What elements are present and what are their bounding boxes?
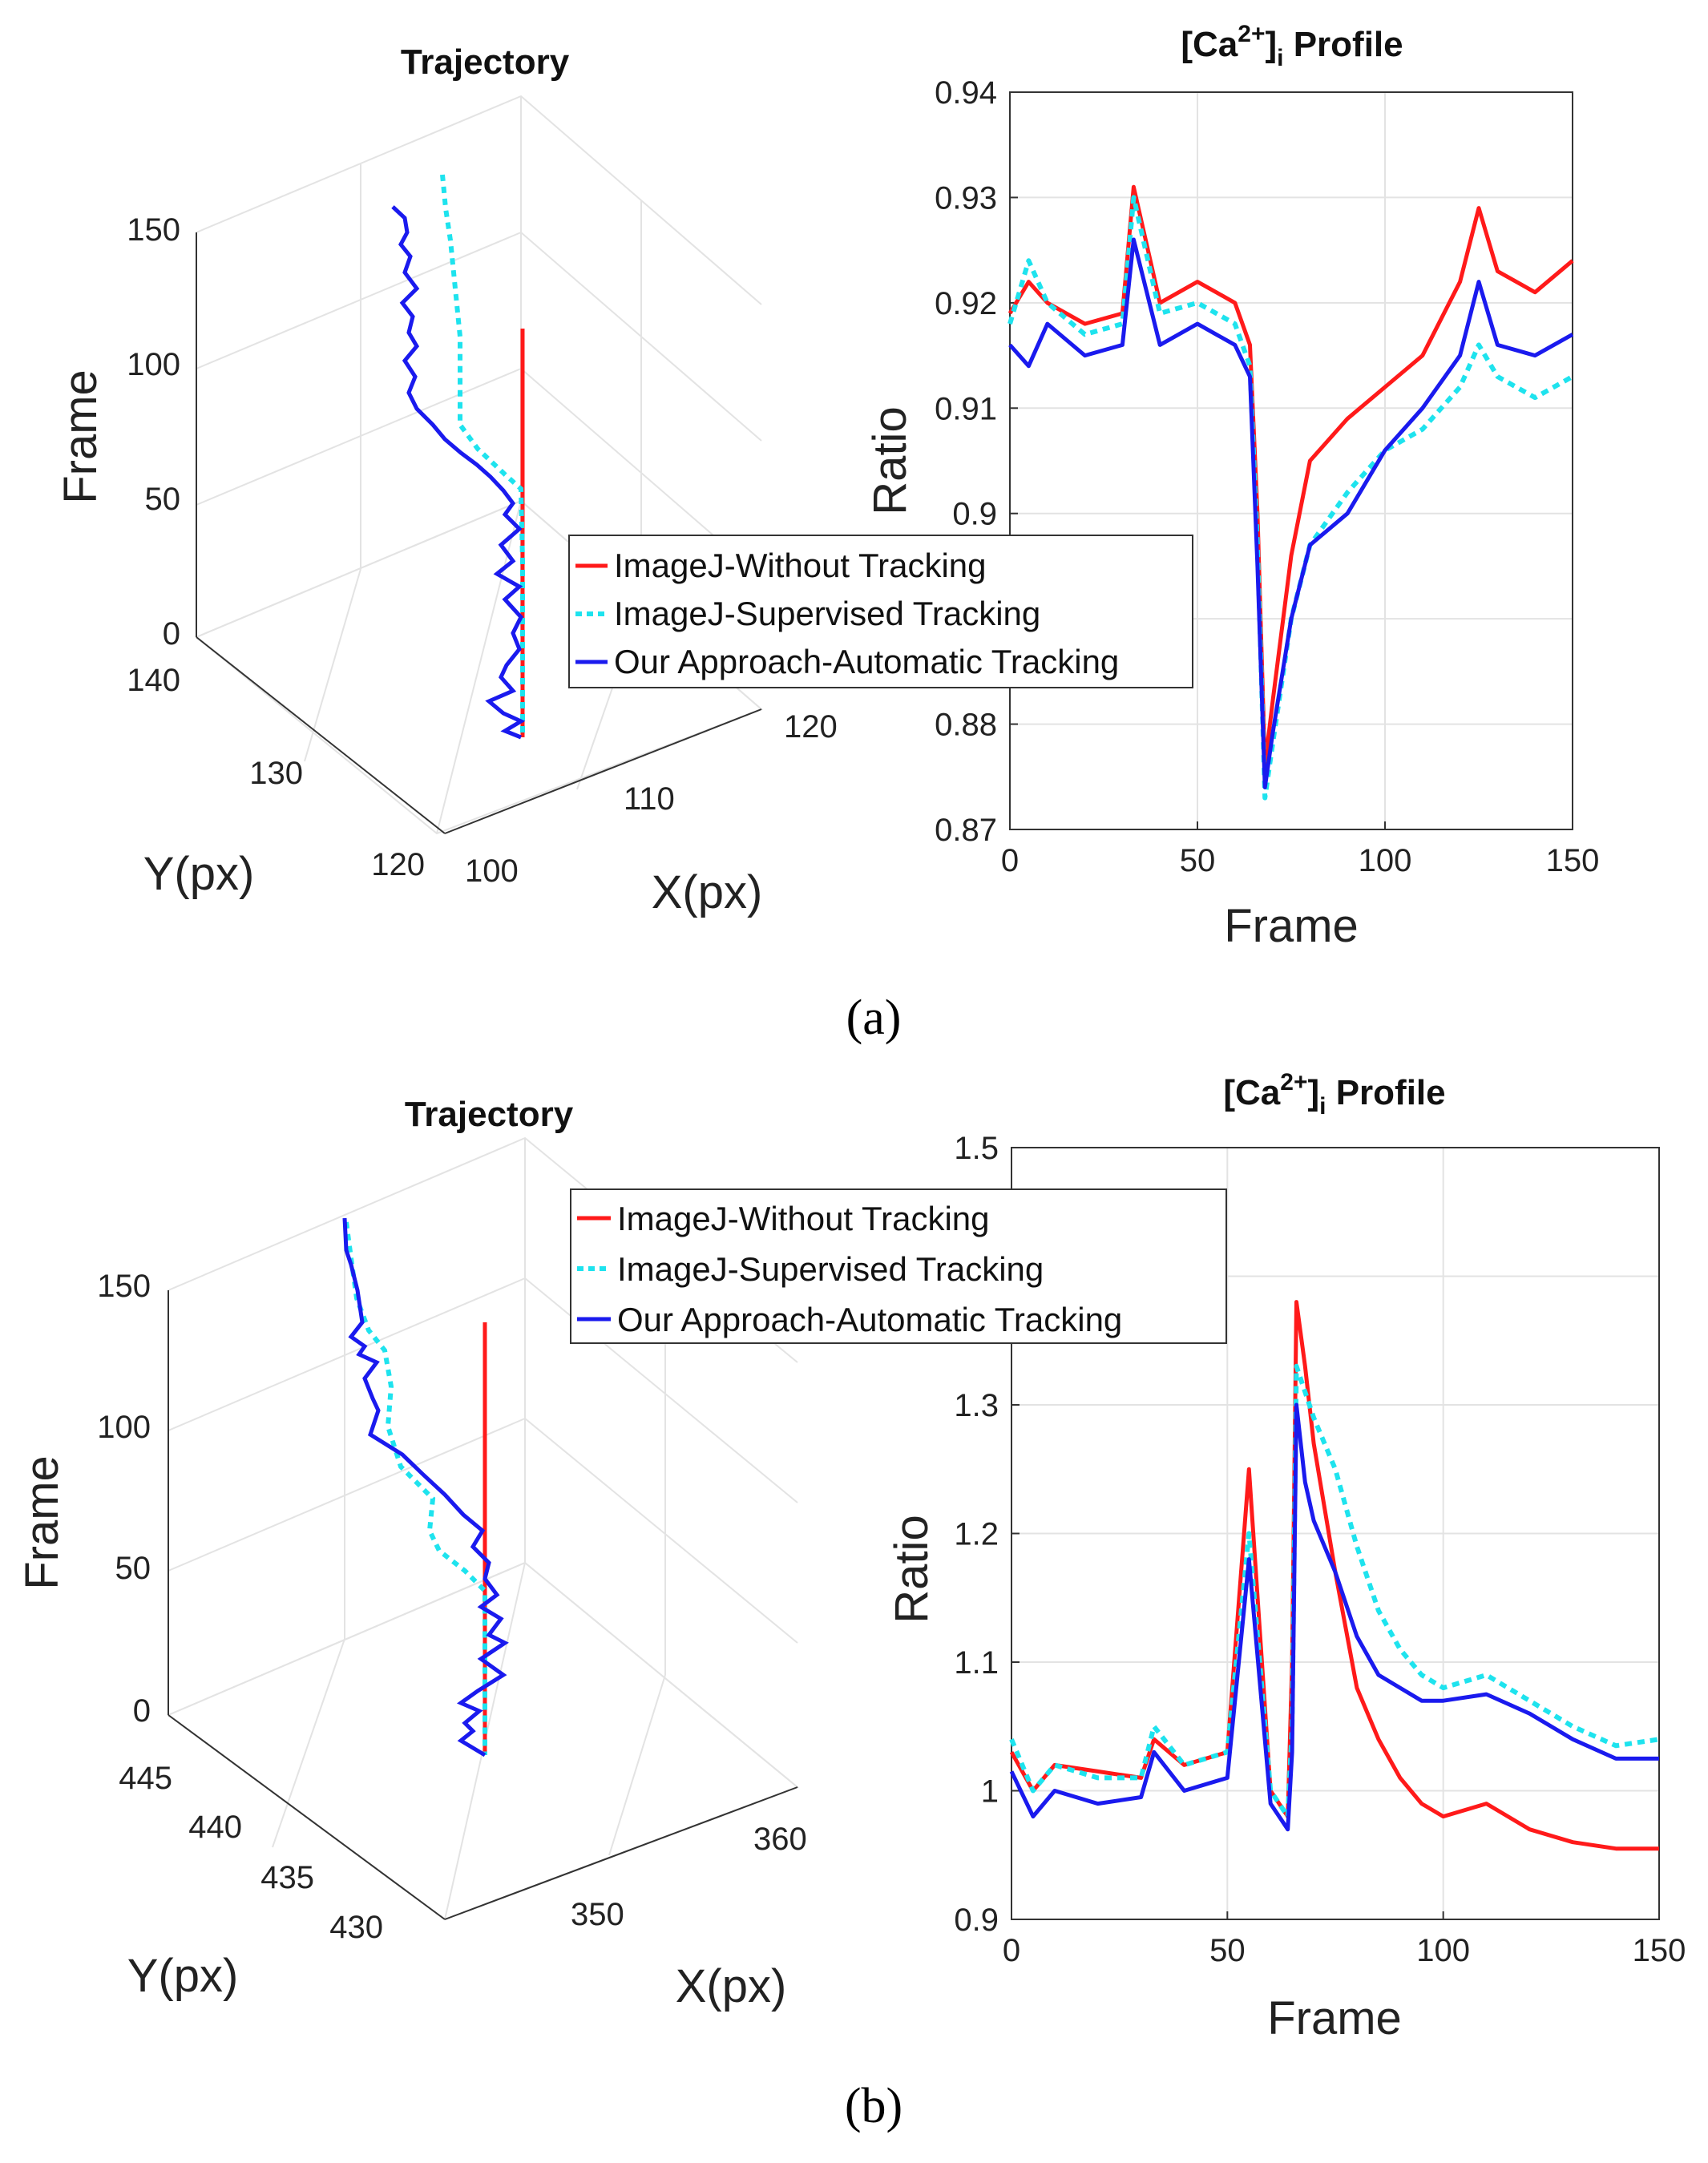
x-tick: 100 (465, 853, 519, 889)
panel-a-trajectory-x-ticks: 100 110 120 (465, 709, 838, 889)
y-tick-label: 1 (981, 1774, 999, 1810)
y-tick-label: 0.93 (935, 180, 997, 216)
panel-b-profile-title: [Ca2+]i Profile (1223, 1069, 1445, 1120)
series-line-blue (1008, 237, 1574, 789)
x-tick-label: 50 (1180, 843, 1216, 878)
z-tick: 150 (127, 212, 180, 248)
legend-label: ImageJ-Supervised Tracking (617, 1250, 1044, 1288)
panel-a-profile-axes-box (1009, 91, 1573, 830)
panel-b-trajectory-axes (168, 1290, 798, 1920)
panel-a-legend-box (568, 535, 1193, 688)
panel-b-trajectory-grid (168, 1136, 799, 1921)
y-tick-label: 1.5 (954, 1131, 999, 1166)
legend-label: ImageJ-Supervised Tracking (614, 595, 1040, 632)
panel-b-profile-series (1009, 1300, 1660, 1851)
x-tick-label: 150 (1633, 1933, 1686, 1968)
panel-a-profile-series (1007, 184, 1574, 801)
z-tick: 50 (115, 1551, 151, 1586)
y-tick-label: 0.91 (935, 391, 997, 426)
y-tick: 120 (371, 847, 425, 882)
series-line-blue (1009, 1402, 1659, 1832)
z-tick: 100 (127, 347, 180, 382)
panel-b-legend-box (570, 1188, 1227, 1344)
y-tick-label: 0.94 (935, 75, 997, 111)
z-tick: 0 (133, 1693, 151, 1729)
x-tick: 350 (571, 1897, 624, 1932)
panel-a-trajectory-ylabel: Y(px) (143, 848, 255, 900)
y-tick-label: 0.88 (935, 708, 997, 743)
y-tick-label: 1.3 (954, 1388, 999, 1423)
panel-a-profile-chart: [Ca2+]i Profile 0.870.880.890.90.910.920… (864, 21, 1599, 952)
panel-b-trajectory-zlabel: Frame (16, 1455, 68, 1590)
panel-b-trajectory-xlabel: X(px) (676, 1960, 787, 2012)
series-line-cyan (1009, 1363, 1660, 1819)
panel-b-trajectory-title: Trajectory (405, 1095, 574, 1134)
panel-a-profile-ylabel: Ratio (864, 406, 916, 515)
y-tick: 140 (127, 663, 180, 698)
x-tick-label: 100 (1359, 843, 1412, 878)
z-tick: 150 (97, 1269, 151, 1304)
y-tick-label: 0.9 (954, 1903, 999, 1938)
panel-a-trajectory-frame-ticks: 150 100 50 0 (127, 212, 180, 652)
panel-a-profile-xlabel: Frame (1224, 900, 1359, 952)
x-tick-label: 150 (1546, 843, 1600, 878)
x-tick-label: 100 (1416, 1933, 1470, 1968)
y-tick-label: 1.1 (954, 1645, 999, 1681)
y-tick-label: 0.9 (952, 497, 997, 532)
legend-label: ImageJ-Without Tracking (617, 1200, 990, 1237)
y-tick-label: 1.2 (954, 1517, 999, 1552)
panel-b-trajectory-y-ticks: 445 440 435 430 (119, 1761, 383, 1945)
panel-b-legend: ImageJ-Without Tracking ImageJ-Supervise… (570, 1188, 1227, 1344)
legend-label: Our Approach-Automatic Tracking (617, 1301, 1122, 1338)
panel-a-trajectory-title: Trajectory (401, 42, 570, 82)
x-tick-label: 0 (1003, 1933, 1020, 1968)
panel-label-b: (b) (845, 2079, 902, 2133)
x-tick-label: 0 (1001, 843, 1019, 878)
y-tick: 445 (119, 1761, 172, 1796)
panel-a-traj-blue-line (391, 205, 526, 740)
panel-a-trajectory-chart: Trajectory 150 100 50 0 140 (55, 42, 838, 918)
z-tick: 0 (163, 616, 180, 652)
y-tick: 440 (188, 1810, 242, 1845)
x-tick-label: 50 (1209, 1933, 1246, 1968)
panel-b-profile-x-ticks: 0 50 100 150 (1003, 1911, 1686, 1968)
panel-a-trajectory-zlabel: Frame (55, 369, 107, 504)
legend-label: Our Approach-Automatic Tracking (614, 643, 1119, 680)
y-tick: 130 (249, 756, 303, 791)
x-tick: 110 (624, 781, 675, 817)
panel-b-profile-xlabel: Frame (1267, 1992, 1402, 2044)
panel-b-traj-blue-line (342, 1217, 509, 1757)
panel-a-trajectory-axes (196, 232, 762, 834)
z-tick: 50 (145, 482, 181, 517)
panel-label-a: (a) (846, 991, 902, 1045)
panel-b-trajectory-chart: Trajectory 150 100 50 0 445 440 (16, 1095, 807, 2012)
y-tick: 430 (329, 1910, 383, 1945)
x-tick: 360 (753, 1822, 807, 1857)
panel-a-legend: ImageJ-Without Tracking ImageJ-Supervise… (568, 535, 1193, 688)
panel-b-trajectory-ylabel: Y(px) (127, 1950, 239, 2002)
panel-a-trajectory-xlabel: X(px) (652, 866, 763, 918)
panel-b-trajectory-x-ticks: 350 360 (571, 1822, 807, 1932)
z-tick: 100 (97, 1410, 151, 1445)
x-tick: 120 (784, 709, 838, 745)
panel-a-profile-title: [Ca2+]i Profile (1181, 21, 1403, 71)
legend-label: ImageJ-Without Tracking (614, 547, 987, 584)
panel-b-traj-cyan-line (344, 1221, 487, 1755)
panel-a-traj-cyan-line (440, 174, 525, 737)
y-tick-label: 0.92 (935, 286, 997, 321)
y-tick: 435 (260, 1860, 314, 1895)
panel-b-trajectory-frame-ticks: 150 100 50 0 (97, 1269, 151, 1729)
panel-b-profile-ylabel: Ratio (886, 1515, 938, 1623)
panel-a-trajectory-y-ticks: 140 130 120 (127, 663, 425, 882)
y-tick-label: 0.87 (935, 813, 997, 848)
panel-a-profile-x-ticks: 0 50 100 150 (1001, 821, 1600, 878)
